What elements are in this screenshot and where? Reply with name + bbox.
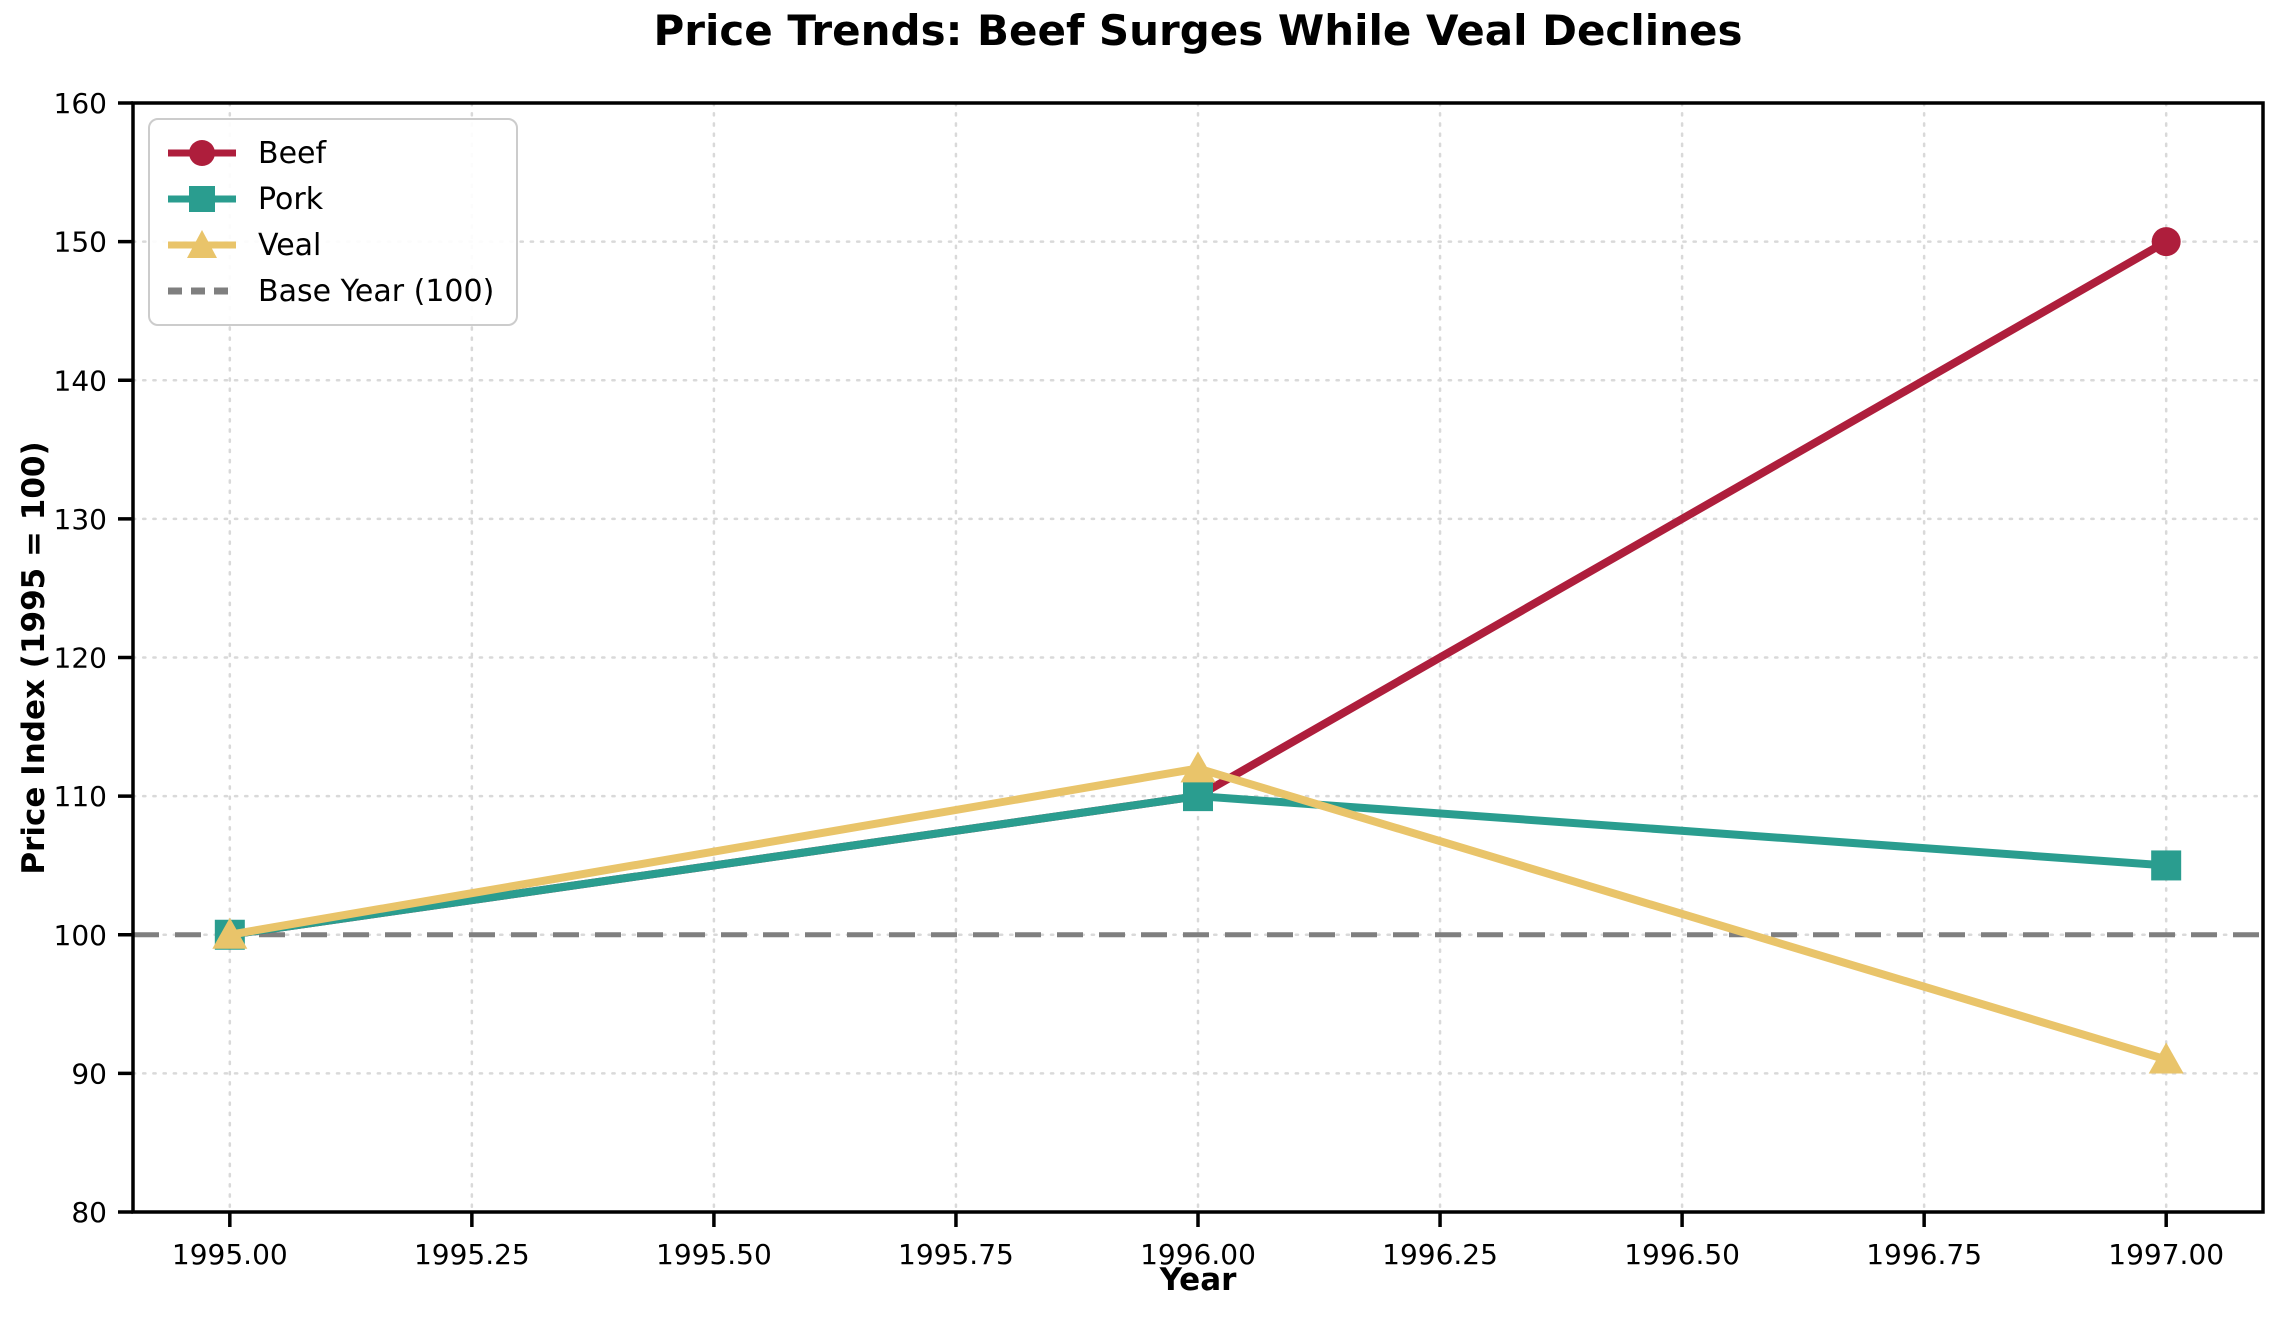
- legend-entry-veal-sample: [168, 230, 236, 258]
- y-tick-label: 90: [71, 1057, 107, 1090]
- legend-entry-pork-sample: [168, 186, 236, 212]
- y-tick-label: 80: [71, 1196, 107, 1229]
- y-tick-label: 130: [54, 503, 107, 536]
- pork-legend-marker-icon: [189, 186, 215, 212]
- y-tick-label: 140: [54, 364, 107, 397]
- x-tick-label: 1995.75: [898, 1238, 1014, 1271]
- legend-entry-base-year-sample: [168, 287, 236, 295]
- beef-legend-marker-icon: [189, 140, 215, 166]
- y-tick-label: 100: [54, 919, 107, 952]
- legend-entry-veal-label: Veal: [258, 227, 322, 263]
- x-tick-label: 1996.50: [1624, 1238, 1740, 1271]
- y-tick-label: 120: [54, 642, 107, 675]
- veal-marker: [2148, 1042, 2184, 1074]
- legend-entry-veal: Veal: [166, 224, 494, 266]
- legend-entry-beef: Beef: [166, 132, 494, 174]
- beef-marker: [2151, 227, 2181, 257]
- x-tick-label: 1995.00: [172, 1238, 288, 1271]
- legend-entry-beef-sample: [168, 140, 236, 166]
- veal-line: [225, 764, 2171, 1064]
- beef-line: [225, 237, 2171, 939]
- y-tick-label: 160: [54, 87, 107, 120]
- x-tick-label: 1996.00: [1140, 1238, 1256, 1271]
- y-axis-label: Price Index (1995 = 100): [16, 441, 52, 875]
- x-tick-label: 1995.50: [656, 1238, 772, 1271]
- legend-entry-base-year: Base Year (100): [166, 270, 494, 312]
- y-tick-label: 110: [54, 780, 107, 813]
- legend-entry-pork: Pork: [166, 178, 494, 220]
- legend-entry-pork-label: Pork: [258, 181, 324, 217]
- pork-marker: [1183, 781, 1213, 812]
- pork-marker: [2151, 850, 2182, 881]
- legend: Beef Pork Veal Base Year (100): [148, 118, 519, 326]
- x-tick-label: 1996.75: [1866, 1238, 1982, 1271]
- legend-entry-beef-label: Beef: [258, 135, 327, 171]
- chart-title: Price Trends: Beef Surges While Veal Dec…: [653, 6, 1743, 55]
- x-tick-label: 1995.25: [414, 1238, 530, 1271]
- x-axis-label: Year: [1159, 1262, 1237, 1298]
- veal-marker: [1180, 751, 1216, 783]
- veal-legend-marker-icon: [187, 230, 217, 258]
- y-tick-label: 150: [54, 226, 107, 259]
- veal-marker: [212, 917, 248, 949]
- x-tick-label: 1996.25: [1382, 1238, 1498, 1271]
- legend-entry-base-year-label: Base Year (100): [258, 273, 495, 309]
- x-tick-label: 1997.00: [2108, 1238, 2224, 1271]
